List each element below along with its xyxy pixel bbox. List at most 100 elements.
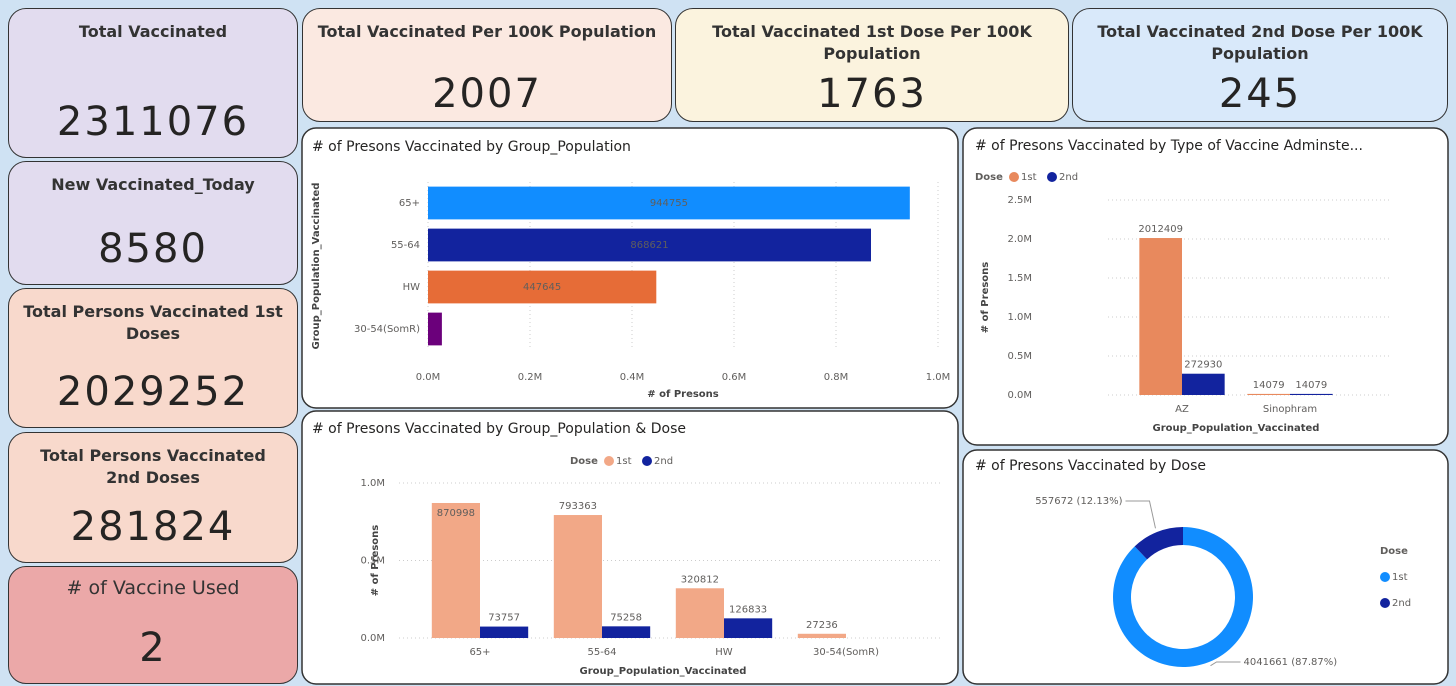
y-tick-label: 2.5M [1007, 195, 1032, 206]
legend-swatch [604, 456, 614, 466]
value-label: 75258 [610, 612, 642, 623]
value-label: 793363 [559, 501, 597, 512]
legend-swatch [1380, 572, 1390, 582]
kpi-card: Total Vaccinated 2nd Dose Per 100K Popul… [1072, 8, 1448, 122]
value-label: 870998 [437, 508, 475, 519]
y-axis-title: # of Presons [370, 525, 381, 597]
kpi-card: Total Vaccinated Per 100K Population 2007 [302, 8, 672, 122]
bar [428, 228, 871, 262]
card-title: Total Vaccinated 2nd Dose Per 100K Popul… [1097, 22, 1423, 63]
y-tick-label: 0.5M [360, 556, 385, 567]
card-title: Total Persons Vaccinated 1st Doses [23, 302, 283, 343]
leader-line [1210, 661, 1241, 667]
bar [480, 626, 529, 638]
legend-label: 2nd [1392, 598, 1411, 609]
value-label: 14079 [1253, 380, 1285, 391]
card-title: # of Vaccine Used [66, 577, 240, 599]
bar [428, 312, 442, 346]
y-tick-label: 0.5M [1007, 351, 1032, 362]
card-title: Total Vaccinated 1st Dose Per 100K Popul… [712, 22, 1032, 63]
panel [301, 127, 959, 409]
panel [962, 127, 1449, 446]
legend-swatch [1009, 172, 1019, 182]
x-tick-label: HW [715, 647, 733, 658]
y-tick-label: HW [403, 282, 421, 293]
bar [428, 270, 657, 304]
legend-swatch [642, 456, 652, 466]
bar [1182, 373, 1225, 395]
x-tick-label: 0.0M [416, 372, 441, 383]
x-axis-title: Group_Population_Vaccinated [1153, 423, 1320, 434]
legend-label: 2nd [1059, 172, 1078, 183]
legend-label: 1st [1021, 172, 1037, 183]
card-value: 2 [139, 625, 167, 671]
card-title: Total Vaccinated [78, 22, 228, 41]
card-title: Total Vaccinated Per 100K Population [317, 22, 657, 41]
legend-label: 1st [616, 456, 632, 467]
value-label: 868621 [630, 240, 668, 251]
value-label: 14079 [1295, 380, 1327, 391]
kpi-card: New Vaccinated_Today 8580 [8, 161, 298, 285]
legend-title: Dose [1380, 546, 1408, 557]
bar [1290, 393, 1333, 395]
card-value: 245 [1218, 71, 1302, 117]
legend-label: 2nd [654, 456, 673, 467]
card-value: 2311076 [56, 99, 250, 145]
chart-title: # of Presons Vaccinated by Group_Populat… [312, 421, 686, 437]
x-tick-label: 0.4M [620, 372, 645, 383]
y-tick-label: 55-64 [391, 240, 420, 251]
card-value: 2007 [432, 71, 542, 117]
legend-swatch [1047, 172, 1057, 182]
legend-swatch [1380, 598, 1390, 608]
y-tick-label: 0.0M [1007, 390, 1032, 401]
chart-title: # of Presons Vaccinated by Group_Populat… [312, 139, 631, 155]
bar [797, 633, 846, 638]
card-value: 281824 [70, 504, 236, 550]
x-tick-label: AZ [1175, 404, 1189, 415]
kpi-card: Total Vaccinated 1st Dose Per 100K Popul… [675, 8, 1069, 122]
legend-title: Dose [570, 456, 598, 467]
bar [675, 588, 724, 638]
kpi-card: Total Persons Vaccinated 2nd Doses 281824 [8, 432, 298, 563]
y-tick-label: 1.0M [1007, 312, 1032, 323]
bar [602, 626, 651, 638]
legend-label: 1st [1392, 572, 1408, 583]
bar [431, 502, 480, 638]
x-tick-label: 65+ [469, 647, 490, 658]
kpi-card: Total Vaccinated 2311076 [8, 8, 298, 158]
value-label: 2012409 [1138, 224, 1183, 235]
card-value: 1763 [817, 71, 927, 117]
value-label: 320812 [681, 574, 719, 585]
legend-title: Dose [975, 172, 1003, 183]
x-tick-label: Sinophram [1263, 404, 1317, 415]
kpi-card: # of Vaccine Used 2 [8, 566, 298, 684]
y-axis-title: # of Presons [980, 262, 991, 334]
y-tick-label: 2.0M [1007, 234, 1032, 245]
x-tick-label: 0.8M [824, 372, 849, 383]
value-label: 27236 [806, 620, 838, 631]
bar [724, 618, 773, 638]
y-axis-title: Group_Population_Vaccinated [311, 183, 322, 350]
bar [553, 515, 602, 638]
value-label: 944755 [650, 198, 688, 209]
bar [428, 186, 910, 220]
card-value: 8580 [98, 226, 208, 272]
x-tick-label: 1.0M [926, 372, 951, 383]
x-tick-label: 0.6M [722, 372, 747, 383]
panel [962, 449, 1449, 685]
chart-title: # of Presons Vaccinated by Type of Vacci… [975, 138, 1363, 154]
value-label: 447645 [523, 282, 561, 293]
donut-slice [1134, 527, 1183, 560]
chart-title: # of Presons Vaccinated by Dose [975, 458, 1206, 474]
panel [301, 410, 959, 685]
bar [1139, 238, 1182, 395]
x-tick-label: 55-64 [587, 647, 616, 658]
x-axis-title: Group_Population_Vaccinated [580, 666, 747, 677]
card-title: Total Persons Vaccinated 2nd Doses [40, 446, 266, 487]
value-label: 126833 [729, 604, 767, 615]
y-tick-label: 0.0M [360, 633, 385, 644]
y-tick-label: 30-54(SomR) [354, 324, 420, 335]
value-label: 73757 [488, 613, 520, 624]
